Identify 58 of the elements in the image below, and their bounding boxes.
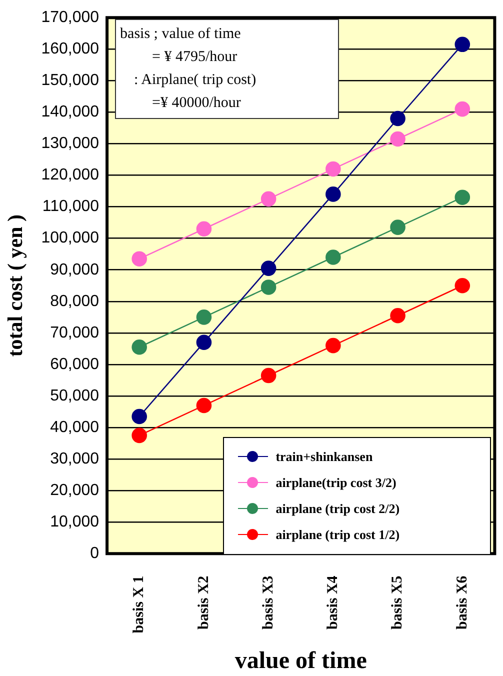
annotation: =¥ 40000/hour (151, 94, 242, 113)
point (326, 250, 341, 265)
x-tick-label: basis X4 (325, 575, 342, 630)
point (390, 220, 406, 235)
y-tick-label: 160,000 (41, 40, 100, 58)
y-tick-label: 30,000 (50, 450, 100, 468)
y-tick-label: 60,000 (50, 356, 100, 373)
x-tick-label: basis X6 (454, 575, 470, 630)
y-tick-label: 20,000 (50, 482, 100, 500)
point (132, 339, 147, 355)
point (390, 110, 406, 126)
point (132, 428, 147, 444)
y-tick-label: 140,000 (41, 104, 100, 121)
y-tick-label: 90,000 (50, 261, 100, 278)
legend-label: airplane (trip cost 1/2) (276, 526, 400, 543)
annotation: = ¥ 4795/hour (151, 48, 238, 67)
y-tick-label: 150,000 (41, 72, 100, 90)
point (260, 368, 276, 384)
legend-label: airplane (trip cost 2/2) (276, 500, 400, 517)
y-tick-label: 170,000 (41, 9, 100, 26)
legend-label: airplane(trip cost 3/2) (276, 474, 396, 491)
y-tick-label: 100,000 (41, 230, 100, 247)
y-tick-label: 0 (90, 545, 100, 562)
y-tick-label: 80,000 (50, 292, 100, 310)
point (326, 338, 341, 354)
x-tick-label: basis X 1 (131, 576, 148, 634)
point (390, 308, 406, 324)
point (390, 131, 406, 147)
x-tick-label: basis X5 (390, 576, 406, 630)
point (132, 251, 147, 266)
point (260, 191, 276, 207)
point (196, 221, 212, 237)
y-tick-label: 40,000 (50, 418, 100, 436)
point (260, 280, 276, 295)
point (132, 408, 147, 424)
point (454, 101, 470, 117)
legend-label: train+shinkansen (276, 448, 373, 465)
point (454, 190, 470, 205)
point (454, 36, 470, 52)
point (196, 310, 212, 325)
point (196, 398, 212, 414)
y-tick-label: 70,000 (50, 324, 100, 342)
x-axis-title: value of time (234, 648, 368, 674)
y-tick-label: 130,000 (41, 135, 100, 152)
x-tick-label: basis X2 (196, 576, 212, 630)
y-tick-label: 120,000 (41, 166, 100, 184)
y-tick-label: 10,000 (50, 514, 100, 531)
point (454, 278, 470, 294)
point (326, 186, 341, 202)
annotation: basis ; value of time (120, 24, 242, 44)
y-tick-label: 110,000 (42, 198, 100, 216)
point (196, 334, 212, 350)
y-axis-title: total cost ( yen ) (3, 214, 28, 357)
x-tick-label: basis X3 (260, 576, 276, 630)
point (326, 161, 341, 177)
y-tick-label: 50,000 (50, 387, 100, 404)
point (260, 260, 276, 276)
annotation: : Airplane( trip cost) (133, 70, 258, 90)
